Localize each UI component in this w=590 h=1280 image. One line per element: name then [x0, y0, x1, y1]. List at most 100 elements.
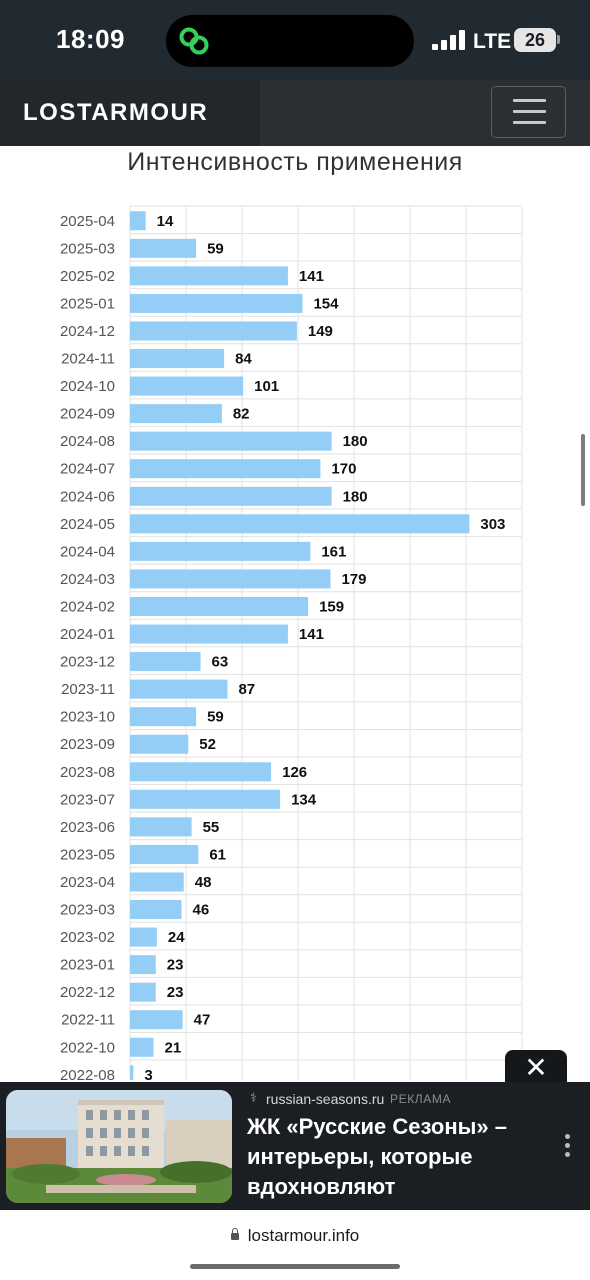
data-label: 180	[343, 433, 368, 450]
bar[interactable]	[130, 1010, 183, 1030]
tick-label: 2023-10	[60, 709, 115, 726]
bar[interactable]	[130, 514, 470, 534]
data-label: 52	[199, 736, 216, 753]
bar[interactable]	[130, 211, 146, 231]
tick-label: 2024-01	[60, 626, 115, 643]
chart-title: Интенсивность применения	[127, 148, 463, 176]
tick-label: 2024-03	[60, 571, 115, 588]
bar[interactable]	[130, 431, 332, 451]
tick-label: 2024-10	[60, 378, 115, 395]
data-label: 23	[167, 957, 184, 974]
close-icon[interactable]: ✕	[505, 1050, 567, 1086]
bar[interactable]	[130, 955, 156, 975]
data-label: 48	[195, 874, 212, 891]
bar[interactable]	[130, 679, 228, 699]
data-label: 141	[299, 268, 324, 285]
ad-image[interactable]	[6, 1090, 232, 1203]
tick-label: 2024-04	[60, 543, 115, 560]
cellular-signal-icon	[432, 30, 466, 50]
tick-label: 2025-04	[60, 213, 115, 230]
bar[interactable]	[130, 486, 332, 506]
bar[interactable]	[130, 596, 309, 616]
browser-url-bar[interactable]: lostarmour.info	[0, 1210, 590, 1280]
bar[interactable]	[130, 404, 222, 424]
data-label: 23	[167, 984, 184, 1001]
tick-label: 2024-05	[60, 516, 115, 533]
bar[interactable]	[130, 734, 189, 754]
tick-label: 2023-07	[60, 791, 115, 808]
bar[interactable]	[130, 293, 303, 313]
bar[interactable]	[130, 789, 281, 809]
tick-label: 2024-09	[60, 406, 115, 423]
brand-box: LOSTARMOUR	[0, 80, 260, 146]
bar[interactable]	[130, 982, 156, 1002]
data-label: 61	[209, 846, 226, 863]
tick-label: 2025-03	[60, 240, 115, 257]
bar[interactable]	[130, 569, 331, 589]
data-label: 141	[299, 626, 324, 643]
bar[interactable]	[130, 707, 197, 727]
ad-label: РЕКЛАМА	[390, 1092, 452, 1106]
url-display[interactable]: lostarmour.info	[0, 1226, 590, 1246]
bar[interactable]	[130, 541, 311, 561]
data-label: 84	[235, 351, 252, 368]
tick-label: 2025-01	[60, 295, 115, 312]
data-label: 179	[341, 571, 366, 588]
data-label: 170	[331, 461, 356, 478]
hamburger-menu-icon[interactable]	[491, 86, 566, 138]
data-label: 87	[238, 681, 255, 698]
tick-label: 2024-12	[60, 323, 115, 340]
bar[interactable]	[130, 652, 201, 672]
tick-label: 2023-03	[60, 902, 115, 919]
bar[interactable]	[130, 349, 225, 369]
tick-label: 2022-12	[60, 984, 115, 1001]
tick-label: 2022-08	[60, 1067, 115, 1080]
network-type: LTE	[473, 30, 512, 53]
link-chain-icon	[179, 27, 209, 55]
bar[interactable]	[130, 817, 192, 837]
ad-source[interactable]: russian-seasons.ru	[266, 1091, 385, 1107]
battery-icon: 26	[514, 28, 556, 52]
ad-banner[interactable]: ⚕ russian-seasons.ru РЕКЛАМА ЖК «Русские…	[0, 1082, 590, 1210]
data-label: 180	[343, 488, 368, 505]
bar[interactable]	[130, 844, 199, 864]
site-logo[interactable]: LOSTARMOUR	[23, 99, 209, 126]
lock-icon	[230, 1228, 239, 1240]
tick-label: 2022-10	[60, 1039, 115, 1056]
data-label: 46	[193, 902, 210, 919]
ad-headline[interactable]: ЖК «Русские Сезоны» – интерьеры, которые…	[247, 1114, 507, 1199]
bar[interactable]	[130, 624, 288, 644]
bar[interactable]	[130, 927, 157, 947]
bar[interactable]	[130, 872, 184, 892]
bar[interactable]	[130, 900, 182, 920]
tick-label: 2023-12	[60, 654, 115, 671]
bar[interactable]	[130, 1065, 134, 1080]
data-label: 24	[168, 929, 185, 946]
tick-label: 2024-06	[60, 488, 115, 505]
data-label: 154	[313, 295, 339, 312]
data-label: 149	[308, 323, 333, 340]
data-label: 3	[144, 1067, 152, 1080]
bar[interactable]	[130, 238, 197, 258]
tick-label: 2024-08	[60, 433, 115, 450]
url-text: lostarmour.info	[247, 1226, 360, 1245]
tick-label: 2023-05	[60, 846, 115, 863]
bar[interactable]	[130, 762, 272, 782]
data-label: 59	[207, 240, 224, 257]
bar[interactable]	[130, 459, 321, 479]
bar[interactable]	[130, 321, 297, 341]
battery-nub	[557, 35, 560, 44]
data-label: 101	[254, 378, 279, 395]
data-label: 21	[165, 1039, 182, 1056]
tick-label: 2023-09	[60, 736, 115, 753]
data-label: 47	[194, 1012, 211, 1029]
data-label: 82	[233, 406, 250, 423]
tick-label: 2023-04	[60, 874, 115, 891]
bar[interactable]	[130, 376, 244, 396]
more-vertical-icon[interactable]	[565, 1134, 575, 1161]
bar[interactable]	[130, 1037, 154, 1057]
scrollbar-thumb[interactable]	[581, 434, 585, 506]
tick-label: 2022-11	[61, 1012, 115, 1029]
bar[interactable]	[130, 266, 288, 286]
tick-label: 2023-02	[60, 929, 115, 946]
